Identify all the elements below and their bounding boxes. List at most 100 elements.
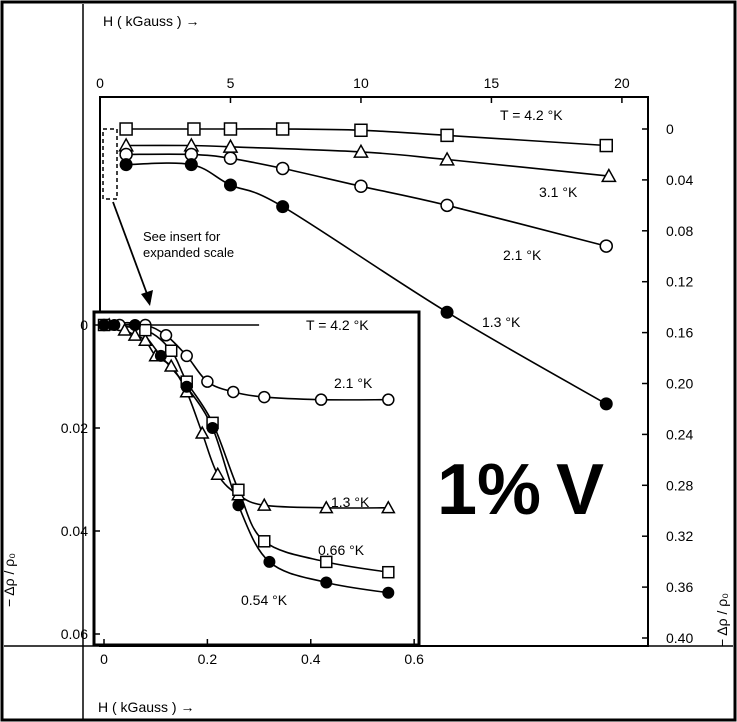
main-point-2-1-k xyxy=(440,198,454,213)
main-panel: 0 5 10 15 20 0 0.04 0.08 0.12 0.16 0.20 0.24 0.28 0.… xyxy=(96,13,730,647)
insert-point-0-54-k xyxy=(154,349,167,362)
main-point-1-3-k xyxy=(276,200,290,214)
insert-point-1-3-k xyxy=(117,322,133,336)
main-point-t-4-2-k xyxy=(599,138,613,153)
insert-point-1-3-k xyxy=(127,327,143,341)
main-y-tick-label: 0.20 xyxy=(666,376,693,392)
main-point-2-1-k xyxy=(223,151,238,166)
main-point-1-3-k xyxy=(599,397,613,411)
insert-x-ticks: 0 0.2 0.4 0.6 xyxy=(100,639,424,667)
main-series-label-4-2k: T = 4.2 °K xyxy=(500,107,563,123)
main-x-tick-label: 15 xyxy=(484,75,500,91)
insert-y-tick-label: 0.04 xyxy=(61,523,88,539)
insert-point-2-1-k xyxy=(257,390,271,404)
main-x-axis-label: H ( kGauss ) → xyxy=(103,13,199,29)
insert-point-1-3-k xyxy=(138,332,153,347)
insert-point-0-54-k xyxy=(206,422,219,434)
insert-series-label-2-1k: 2.1 °K xyxy=(334,375,373,391)
insert-point-0-54-k xyxy=(320,576,333,589)
insert-y-axis-label: − Δρ / ρ₀ xyxy=(1,553,17,607)
insert-point-0-66-k xyxy=(382,565,395,579)
insert-point-1-3-k xyxy=(194,425,210,439)
insert-point-2-1-k xyxy=(159,329,173,342)
main-y-tick-label: 0.32 xyxy=(666,528,693,544)
main-y-tick-label: 0.16 xyxy=(666,325,693,341)
main-point-t-4-2-k xyxy=(275,122,290,136)
main-point-t-4-2-k xyxy=(119,122,133,136)
insert-point-0-54-k xyxy=(263,555,276,568)
insert-y-ticks: 0 0.02 0.04 0.06 xyxy=(61,317,100,642)
insert-plot-frame xyxy=(92,310,421,647)
main-series-label-3-1k: 3.1 °K xyxy=(539,184,578,200)
main-point-2-1-k xyxy=(275,161,290,176)
main-series-label-2-1k: 2.1 °K xyxy=(503,247,542,263)
main-y-tick-label: 0 xyxy=(666,121,674,137)
main-y-tick-label: 0.28 xyxy=(666,477,693,493)
insert-point-1-3-k xyxy=(210,466,226,480)
insert-y-tick-label: 0.06 xyxy=(61,626,88,642)
insert-point-1-3-k xyxy=(318,500,334,514)
insert-point-0-54-k xyxy=(129,319,142,331)
main-point-t-4-2-k xyxy=(187,122,201,136)
insert-pointer-arrow xyxy=(112,201,151,303)
insert-point-2-1-k xyxy=(180,349,193,363)
main-point-2-1-k xyxy=(354,179,368,194)
main-y-tick-label: 0.36 xyxy=(666,579,693,595)
figure-label-number: 1% xyxy=(437,450,541,530)
insert-point-1-3-k xyxy=(163,358,179,372)
insert-series-label-0-54k: 0.54 °K xyxy=(241,592,288,608)
main-y-tick-label: 0.24 xyxy=(666,426,693,442)
insert-point-0-66-k xyxy=(139,323,152,337)
insert-point-0-54-k xyxy=(108,319,121,331)
main-point-t-4-2-k xyxy=(440,128,454,143)
insert-x-tick-label: 0.4 xyxy=(301,651,321,667)
insert-point-0-66-k xyxy=(164,344,178,357)
figure-label-letter: V xyxy=(556,450,604,530)
insert-panel: 0 0.2 0.4 0.6 00.020.040.06 H ( kGauss ) → … xyxy=(1,310,424,715)
insert-point-0-66-k xyxy=(257,535,271,548)
insert-point-0-54-k xyxy=(180,380,193,393)
figure-label: 1% V xyxy=(437,450,604,530)
insert-point-1-3-k xyxy=(380,500,396,514)
insert-point-0-54-k xyxy=(232,499,245,512)
insert-y-tick-label: 0 xyxy=(80,317,88,333)
insert-x-axis-label: H ( kGauss ) → xyxy=(98,699,194,715)
main-point-3-1-k xyxy=(439,151,455,166)
main-y-ticks: 0 0.04 0.08 0.12 0.16 0.20 0.24 0.28 0.32 0.36 0.4… xyxy=(642,121,693,646)
insert-point-0-54-k xyxy=(98,319,110,331)
insert-series-label-4-2k: T = 4.2 °K xyxy=(306,317,369,333)
expanded-region-box xyxy=(102,128,118,200)
main-y-tick-label: 0.08 xyxy=(666,223,693,239)
insert-point-2-1-k xyxy=(314,393,328,406)
main-point-3-1-k xyxy=(353,143,369,158)
main-point-1-3-k xyxy=(440,305,454,319)
insert-point-2-1-k xyxy=(382,393,395,406)
main-point-t-4-2-k xyxy=(354,123,368,138)
insert-series-label-0-66k: 0.66 °K xyxy=(318,542,365,558)
insert-markers xyxy=(97,317,396,599)
insert-y-tick-label: 0.02 xyxy=(61,420,88,436)
main-point-1-3-k xyxy=(119,158,133,172)
insert-point-1-3-k xyxy=(256,497,272,511)
main-line-3-1-k xyxy=(126,144,609,177)
main-y-tick-label: 0.40 xyxy=(666,630,693,646)
main-x-tick-label: 0 xyxy=(96,75,104,91)
main-point-1-3-k xyxy=(223,178,237,192)
main-y-axis-label: − Δρ / ρ₀ xyxy=(714,593,730,647)
insert-point-2-1-k xyxy=(201,375,214,388)
main-point-2-1-k xyxy=(599,239,613,253)
main-y-tick-label: 0.04 xyxy=(666,172,693,188)
main-point-3-1-k xyxy=(600,167,617,183)
main-x-tick-label: 20 xyxy=(614,75,630,91)
main-markers xyxy=(118,122,617,411)
note-line-2: expanded scale xyxy=(143,245,234,260)
main-y-tick-label: 0.12 xyxy=(666,274,693,290)
main-x-tick-label: 10 xyxy=(353,75,369,91)
main-series-label-1-3k: 1.3 °K xyxy=(482,314,521,330)
insert-point-0-66-k xyxy=(320,555,333,569)
insert-x-tick-label: 0 xyxy=(100,651,108,667)
main-x-tick-label: 5 xyxy=(227,75,235,91)
insert-pointer-arrowhead xyxy=(141,290,153,306)
main-point-1-3-k xyxy=(184,158,198,172)
